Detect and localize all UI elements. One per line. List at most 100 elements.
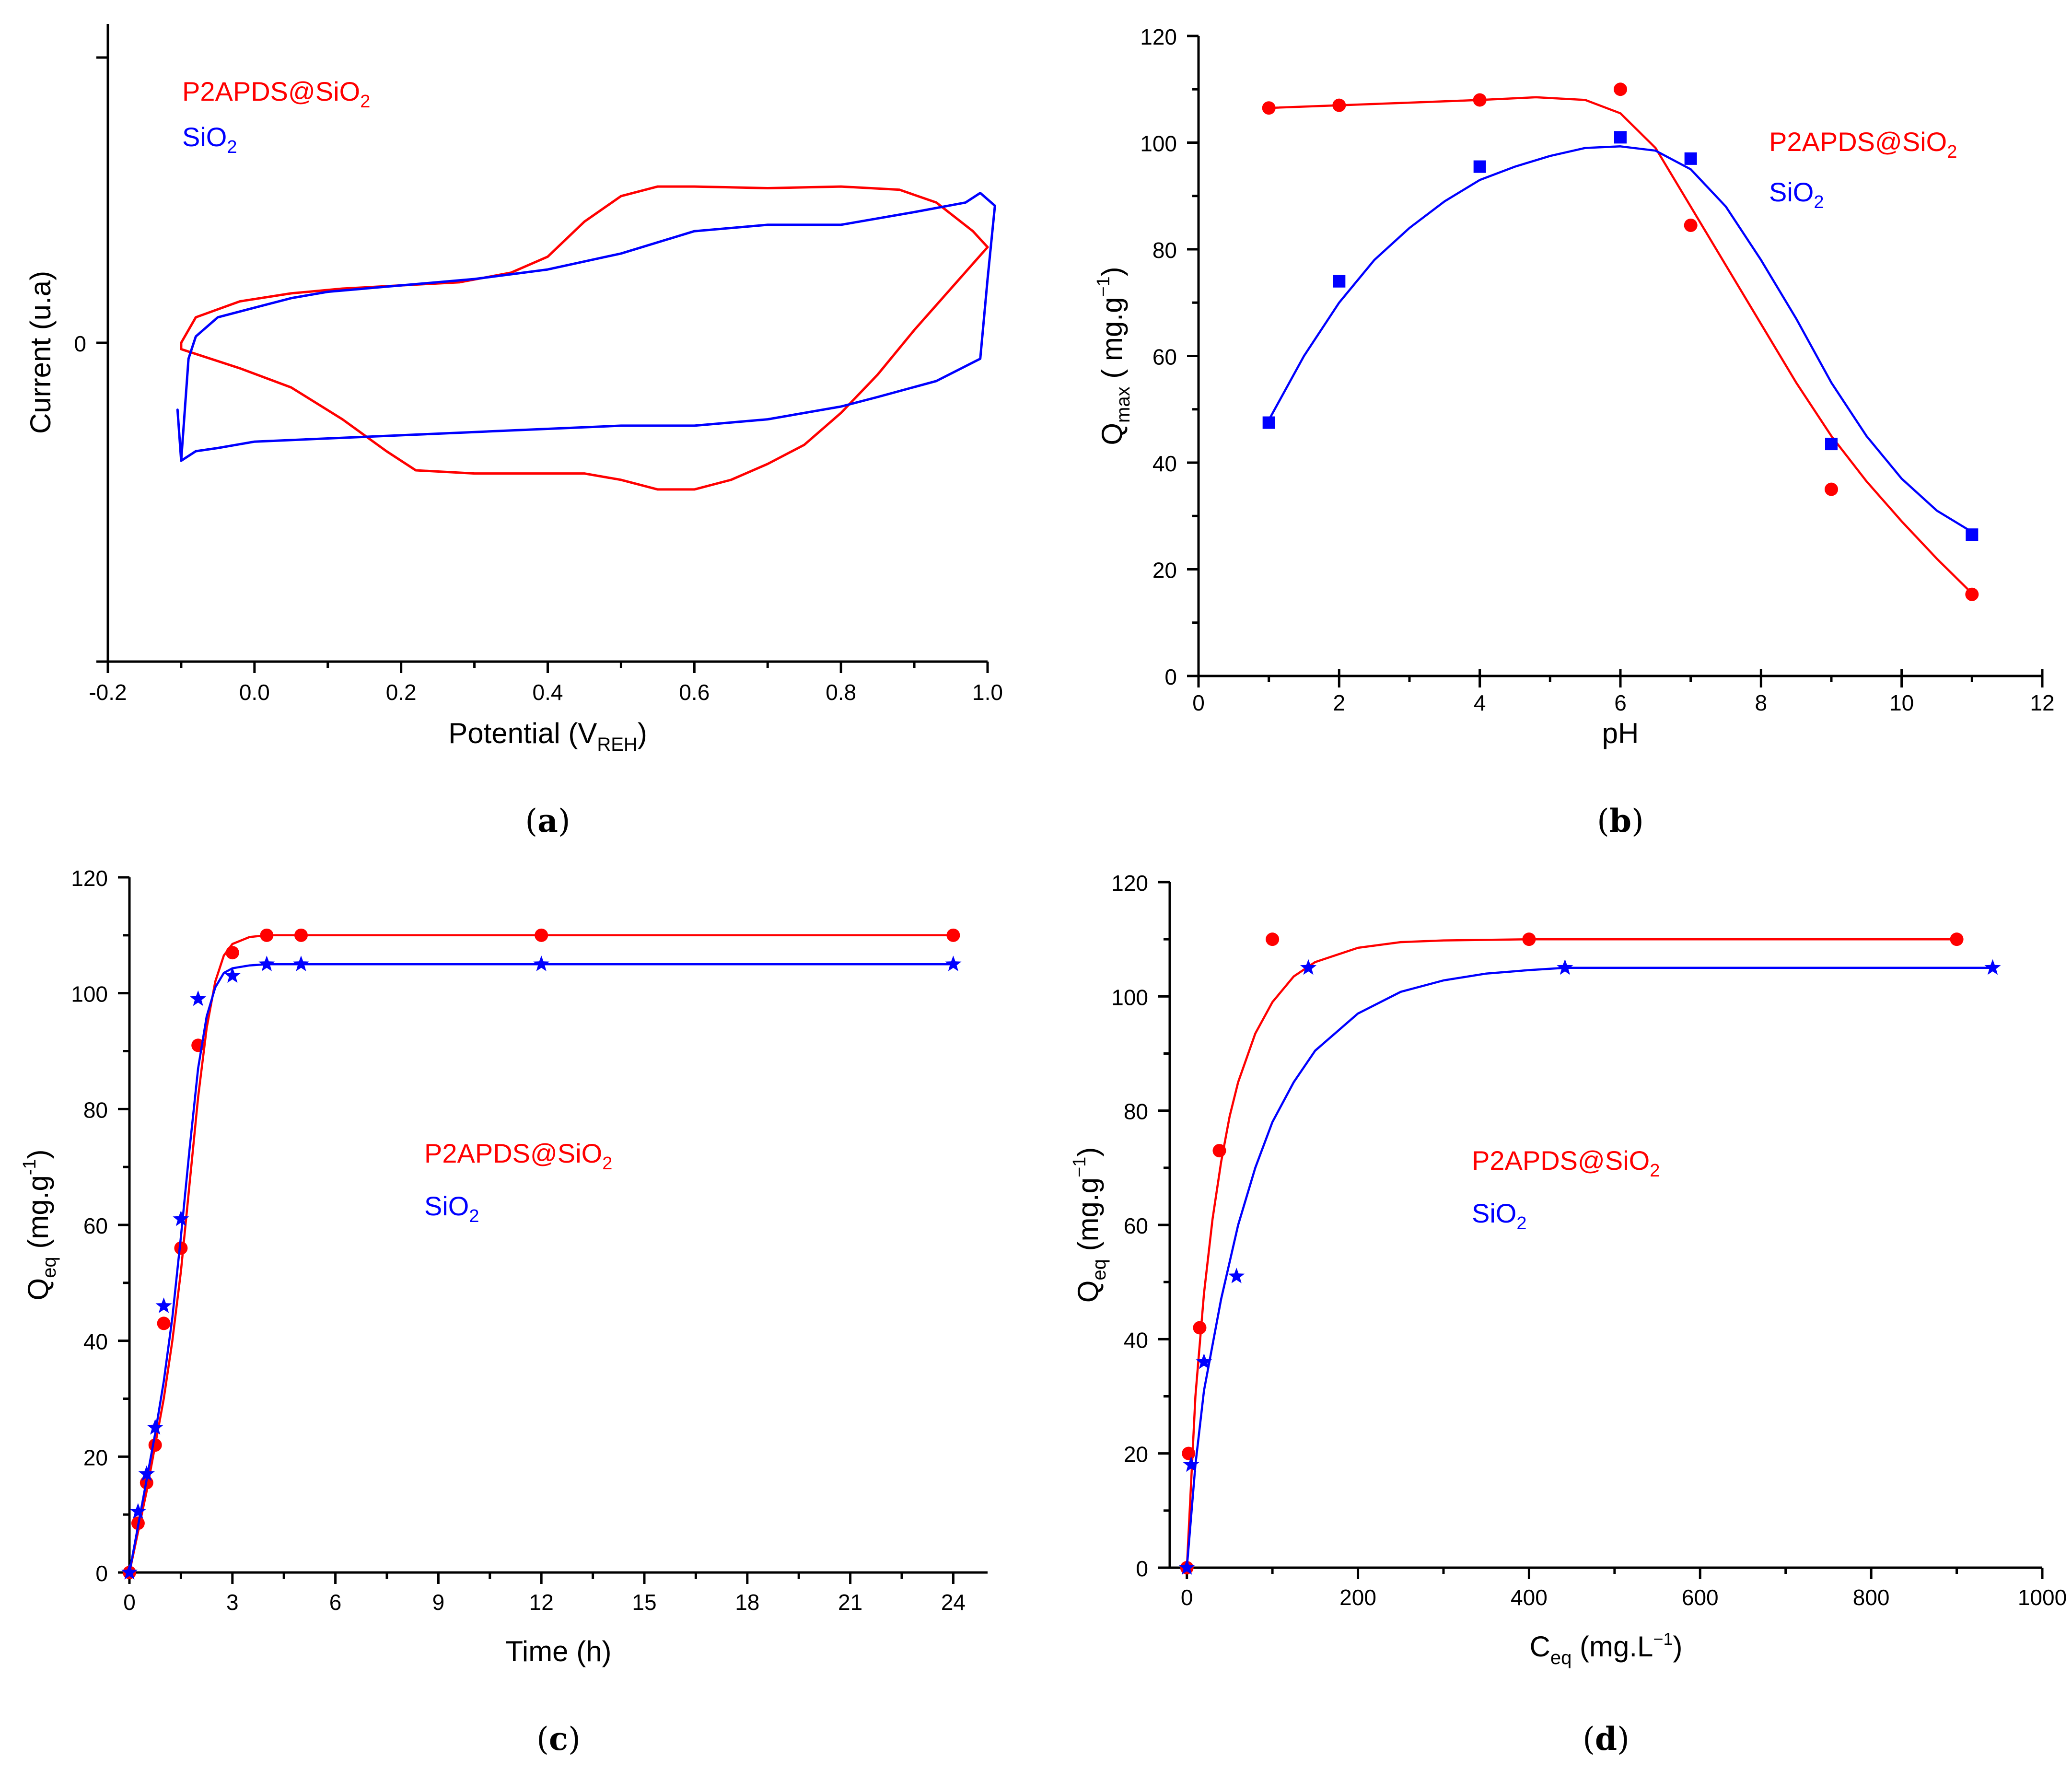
legend-text: P2APDS@SiO [1769, 127, 1947, 157]
data-point [1183, 1456, 1199, 1472]
series-sio2 [176, 192, 996, 462]
data-point [1182, 1446, 1196, 1460]
x-axis-label: Potential (VREH) [448, 717, 647, 755]
data-point [225, 946, 239, 960]
data-point [1228, 1268, 1245, 1283]
legend-subscript: 2 [1650, 1161, 1660, 1181]
panel-label-letter: a [537, 802, 558, 839]
y-label-main: Q [1096, 423, 1128, 445]
data-point [1262, 101, 1276, 115]
x-tick-label: 4 [1474, 690, 1486, 715]
legend-text: P2APDS@SiO [424, 1138, 602, 1168]
x-tick-label: 10 [1889, 690, 1914, 715]
legend-entry-1: SiO2 [1472, 1198, 1527, 1234]
data-point [1684, 218, 1698, 232]
data-point [1333, 275, 1346, 288]
y-label-superscript: -1 [20, 1159, 40, 1175]
fit-line [1268, 145, 1973, 533]
data-point [946, 928, 960, 942]
panel-label-letter: c [549, 1720, 568, 1758]
x-tick-label: 0.8 [826, 680, 856, 705]
data-point [1966, 528, 1979, 541]
panel-label-open: ( [1583, 1721, 1595, 1758]
data-point [1557, 959, 1573, 975]
y-label-unit: (mg.g [1072, 1177, 1104, 1259]
legend-entry-0: P2APDS@SiO2 [1472, 1145, 1660, 1181]
y-axis-label: Qeq (mg.g−1) [1070, 1147, 1110, 1303]
data-point [1614, 82, 1627, 96]
y-tick-label: 0 [95, 1561, 108, 1586]
x-tick-label: 15 [632, 1590, 656, 1615]
legend-subscript: 2 [469, 1206, 479, 1226]
y-label-unit: (mg.g [22, 1175, 54, 1257]
panel-label: (a) [525, 802, 570, 839]
chart-d: 0 200 400 600 800 1000 0 20 40 60 80 100 120 Ceq (mg.… [1070, 871, 2067, 1758]
legend-entry-1: SiO2 [424, 1191, 479, 1226]
data-point [533, 955, 550, 971]
panel-label-open: ( [536, 1721, 549, 1758]
series-sio2 [1262, 131, 1979, 541]
data-point [1262, 416, 1275, 429]
y-tick-label: 20 [1152, 558, 1177, 583]
legend-subscript: 2 [360, 92, 370, 112]
legend-subscript: 2 [1516, 1213, 1526, 1234]
y-tick-label: 0 [1164, 664, 1177, 689]
y-label-unit: ( mg.g [1096, 297, 1128, 387]
fit-line [128, 963, 954, 1573]
y-label-subscript: eq [1089, 1259, 1110, 1281]
data-point [945, 955, 962, 971]
x-tick-label: 12 [529, 1590, 554, 1615]
data-point [1825, 482, 1838, 496]
legend-entry-1: SiO2 [182, 122, 237, 157]
data-point [1473, 93, 1487, 107]
x-tick-label: 600 [1682, 1585, 1719, 1610]
x-tick-label: 0 [1192, 690, 1205, 715]
legend-subscript: 2 [1814, 192, 1824, 212]
y-tick-label: 80 [1124, 1099, 1148, 1124]
y-tick-label: 80 [83, 1097, 108, 1122]
x-tick-label: 6 [329, 1590, 342, 1615]
legend-text: P2APDS@SiO [1472, 1145, 1650, 1176]
data-point [1614, 131, 1627, 144]
x-tick-label: 9 [432, 1590, 445, 1615]
x-tick-label: 24 [941, 1590, 966, 1615]
data-point [1196, 1353, 1212, 1369]
x-axis-label: Time (h) [505, 1635, 611, 1667]
panel-label-open: ( [525, 803, 537, 839]
data-point [1193, 1321, 1207, 1335]
data-point [294, 928, 308, 942]
data-point [129, 1503, 146, 1519]
data-point [121, 1564, 138, 1580]
x-tick-label: 8 [1755, 690, 1768, 715]
y-axis-label: Current (u.a) [24, 271, 57, 434]
y-label-close: ) [1096, 267, 1128, 276]
legend-entry-1: SiO2 [1769, 177, 1824, 212]
y-label-close: ) [22, 1150, 54, 1159]
y-tick-label: 60 [83, 1213, 108, 1238]
series-sio2 [121, 955, 962, 1580]
data-point [1212, 1144, 1226, 1158]
x-label-main: C [1530, 1631, 1550, 1663]
data-point [224, 967, 241, 983]
chart-c: 0 3 6 9 12 15 18 21 24 0 20 40 60 80 100 120 Time (h) Qeq… [20, 866, 988, 1758]
y-axis-label: Qmax ( mg.g−1) [1094, 267, 1134, 445]
series-sio2 [1178, 959, 2001, 1575]
x-tick-label: 2 [1333, 690, 1346, 715]
y-tick-label: 40 [1152, 451, 1177, 476]
data-point [190, 990, 207, 1006]
y-label-superscript: −1 [1070, 1157, 1090, 1177]
data-point [138, 1465, 155, 1481]
x-tick-label: 0.6 [679, 680, 710, 705]
series-p2apds [123, 928, 960, 1579]
data-point [1178, 1559, 1195, 1575]
y-label-close: ) [1072, 1147, 1104, 1157]
y-tick-label: 80 [1152, 238, 1177, 263]
y-tick-label: 120 [1140, 24, 1177, 49]
y-tick-label: 60 [1124, 1213, 1148, 1238]
x-label-subscript: eq [1550, 1647, 1572, 1668]
data-point [155, 1297, 172, 1313]
fit-line [1186, 938, 1957, 1568]
x-tick-label: 12 [2030, 690, 2054, 715]
legend-text: P2APDS@SiO [182, 76, 360, 106]
